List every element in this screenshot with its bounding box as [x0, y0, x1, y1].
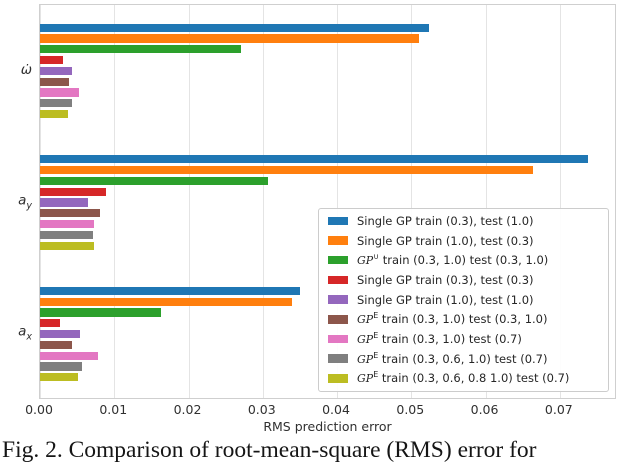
- bar: [40, 166, 534, 175]
- gridline: [485, 5, 487, 398]
- bar: [40, 187, 107, 196]
- bar: [40, 340, 72, 350]
- legend-swatch: [328, 374, 348, 383]
- bar: [40, 351, 98, 360]
- bar: [40, 198, 89, 207]
- legend-label: Single GP train (0.3), test (1.0): [357, 213, 534, 228]
- legend: Single GP train (0.3), test (1.0) Single …: [318, 208, 609, 392]
- legend-swatch: [328, 255, 348, 265]
- x-tick-label: 0.04: [322, 402, 350, 417]
- x-tick-label: 0.01: [99, 402, 128, 417]
- gridline: [188, 5, 190, 398]
- bar: [40, 88, 79, 97]
- bar: [40, 373, 78, 382]
- legend-item: Single GP train (1.0), test (0.3): [328, 231, 600, 251]
- legend-swatch: [328, 334, 348, 344]
- legend-label: Single GP train (1.0), test (1.0): [357, 292, 534, 307]
- legend-label: GPE train (0.3, 0.6, 0.8 1.0) test (0.7): [357, 370, 570, 386]
- bar: [40, 241, 95, 250]
- legend-item: GPE train (0.3, 1.0) test (0.3, 1.0): [328, 309, 600, 329]
- x-tick-label: 0.00: [25, 402, 53, 417]
- y-category-label: ay: [18, 192, 32, 211]
- legend-label: Single GP train (1.0), test (0.3): [357, 233, 534, 248]
- gridline: [114, 5, 116, 398]
- gridline: [262, 5, 264, 398]
- bar: [40, 34, 420, 43]
- bar: [40, 286, 300, 296]
- gridline: [411, 5, 413, 398]
- legend-item: GP∪ train (0.3, 1.0) test (0.3, 1.0): [328, 250, 600, 270]
- legend-label: GP∪ train (0.3, 1.0) test (0.3, 1.0): [357, 252, 549, 268]
- bar: [40, 109, 69, 119]
- bar: [40, 55, 64, 65]
- legend-swatch: [328, 275, 348, 285]
- legend-item: GPE train (0.3, 1.0) test (0.7): [328, 329, 600, 349]
- bar: [40, 23, 430, 32]
- legend-item: GPE train (0.3, 0.6, 1.0) test (0.7): [328, 349, 600, 369]
- x-tick-label: 0.06: [470, 402, 499, 417]
- legend-swatch: [328, 236, 348, 245]
- legend-item: Single GP train (1.0), test (1.0): [328, 290, 600, 310]
- legend-item: Single GP train (0.3), test (0.3): [328, 270, 600, 290]
- legend-swatch: [328, 315, 348, 324]
- legend-label: GPE train (0.3, 0.6, 1.0) test (0.7): [357, 350, 548, 366]
- bar: [40, 362, 83, 371]
- gridline: [337, 5, 339, 398]
- legend-swatch: [328, 216, 348, 226]
- y-category-label: ax: [18, 323, 32, 343]
- legend-swatch: [328, 354, 348, 363]
- bar: [40, 230, 94, 239]
- legend-label: GPE train (0.3, 1.0) test (0.3, 1.0): [357, 311, 548, 327]
- bar: [40, 297, 292, 306]
- gridline: [559, 5, 561, 398]
- figure-caption: Fig. 2. Comparison of root-mean-square (…: [2, 437, 537, 462]
- legend-item: Single GP train (0.3), test (1.0): [328, 211, 600, 231]
- y-category-label: ω̇: [20, 61, 32, 78]
- bar: [40, 45, 242, 54]
- bar: [40, 209, 101, 218]
- bar: [40, 99, 72, 108]
- legend-item: GPE train (0.3, 0.6, 0.8 1.0) test (0.7): [328, 369, 600, 389]
- legend-swatch: [328, 295, 348, 304]
- bar: [40, 319, 61, 328]
- bar: [40, 155, 589, 164]
- bar: [40, 77, 69, 86]
- bar: [40, 308, 162, 317]
- x-tick-label: 0.07: [544, 402, 573, 417]
- x-tick-label: 0.02: [173, 402, 202, 417]
- legend-label: GPE train (0.3, 1.0) test (0.7): [357, 331, 522, 346]
- bar: [40, 66, 72, 75]
- bar: [40, 176, 268, 185]
- bar: [40, 220, 95, 229]
- x-axis-title: RMS prediction error: [263, 419, 392, 434]
- legend-label: Single GP train (0.3), test (0.3): [357, 272, 534, 287]
- x-tick-label: 0.05: [396, 402, 425, 417]
- bar: [40, 330, 81, 339]
- x-tick-label: 0.03: [247, 402, 276, 417]
